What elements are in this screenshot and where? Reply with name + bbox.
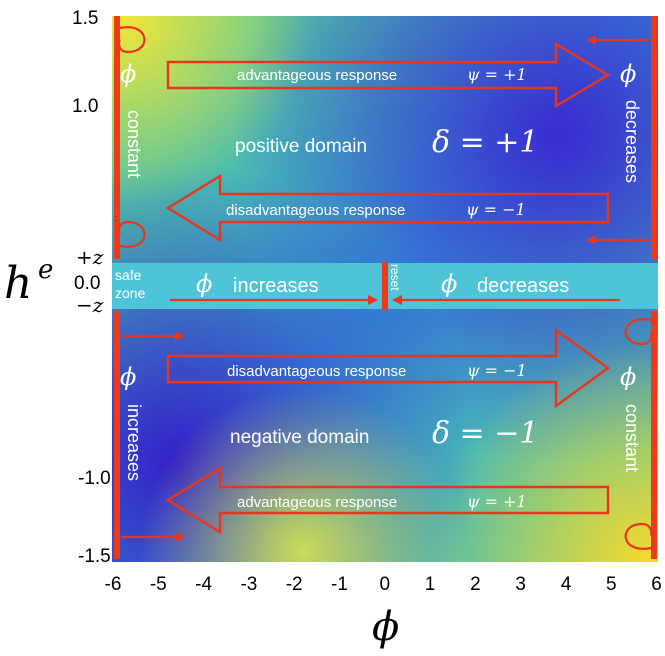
x-tick-label: -3 [240, 574, 257, 595]
upper-right-bar [651, 16, 657, 259]
upper-right-phi: ϕ [620, 60, 636, 88]
loop-upper-left-bottom [117, 220, 146, 248]
upper-bottom-arrow-psi: ψ = −1 [466, 200, 526, 219]
lower-domain-label: negative domain [230, 427, 369, 448]
y-tick-1-5: 1.5 [72, 8, 98, 29]
lower-bottom-arrow-label: advantageous response [237, 494, 397, 511]
upper-top-arrow-psi: ψ = +1 [467, 65, 527, 84]
y-tick-zero: 0.0 [74, 273, 100, 294]
lower-left-phi: ϕ [120, 363, 136, 391]
x-tick-label: -1 [331, 574, 348, 595]
loop-lower-right-bottom [624, 522, 653, 550]
lower-right-bar [651, 311, 657, 559]
upper-bottom-block-arrow [165, 173, 610, 243]
y-tick-minus-1-5: -1.5 [78, 546, 111, 567]
band-left-text: increases [233, 275, 319, 297]
y-tick-minus-1-0: -1.0 [78, 468, 111, 489]
lower-right-vertical-label: constant [622, 404, 642, 472]
band-right-text: decreases [477, 275, 569, 297]
upper-top-block-arrow [166, 41, 611, 109]
x-tick-label: 2 [470, 574, 481, 595]
x-tick-label: 5 [606, 574, 617, 595]
upper-top-arrow-label: advantageous response [237, 67, 397, 84]
upper-right-vertical-label: decreases [622, 100, 642, 183]
y-axis-label: h [4, 258, 32, 309]
lower-top-block-arrow [166, 327, 611, 409]
upper-domain-label: positive domain [235, 136, 367, 157]
x-tick-label: 4 [561, 574, 572, 595]
safe-zone-label-2: zone [115, 285, 146, 301]
upper-left-bar [114, 16, 120, 259]
loop-lower-right-top [624, 318, 653, 346]
x-tick-label: 0 [380, 574, 391, 595]
upper-delta: δ = +1 [432, 125, 539, 160]
lower-top-arrow-psi: ψ = −1 [467, 361, 527, 380]
x-tick-label: -6 [105, 574, 122, 595]
x-tick-label: -2 [286, 574, 303, 595]
upper-left-phi: ϕ [120, 60, 136, 88]
x-tick-label: 3 [515, 574, 526, 595]
band-left-phi: ϕ [196, 270, 212, 298]
y-axis-label-sup: e [38, 255, 53, 285]
loop-upper-left-top [117, 26, 146, 54]
reset-bar [382, 262, 388, 310]
lower-delta: δ = −1 [432, 416, 539, 451]
safe-zone-label-1: safe [115, 267, 142, 283]
y-tick-plus-z: +z [76, 245, 104, 269]
lower-bottom-arrow-psi: ψ = +1 [467, 492, 527, 511]
x-tick-label: 6 [651, 574, 662, 595]
y-tick-1-0: 1.0 [72, 96, 98, 117]
x-axis-label: ϕ [372, 604, 399, 650]
y-tick-minus-z: −z [76, 293, 104, 317]
lower-left-bar [114, 311, 120, 559]
lower-left-vertical-label: increases [124, 404, 144, 481]
x-axis-ticks: -6 -5 -4 -3 -2 -1 0 1 2 3 4 5 6 [105, 574, 662, 595]
upper-left-vertical-label: constant [124, 110, 144, 178]
band-reset-label: reset [388, 264, 402, 291]
lower-right-phi: ϕ [620, 363, 636, 391]
x-tick-label: -4 [195, 574, 212, 595]
upper-bottom-arrow-label: disadvantageous response [226, 202, 405, 219]
band-right-phi: ϕ [441, 270, 457, 298]
x-tick-label: -5 [150, 574, 167, 595]
lower-bottom-block-arrow [165, 465, 610, 535]
x-tick-label: 1 [425, 574, 436, 595]
lower-top-arrow-label: disadvantageous response [227, 363, 406, 380]
